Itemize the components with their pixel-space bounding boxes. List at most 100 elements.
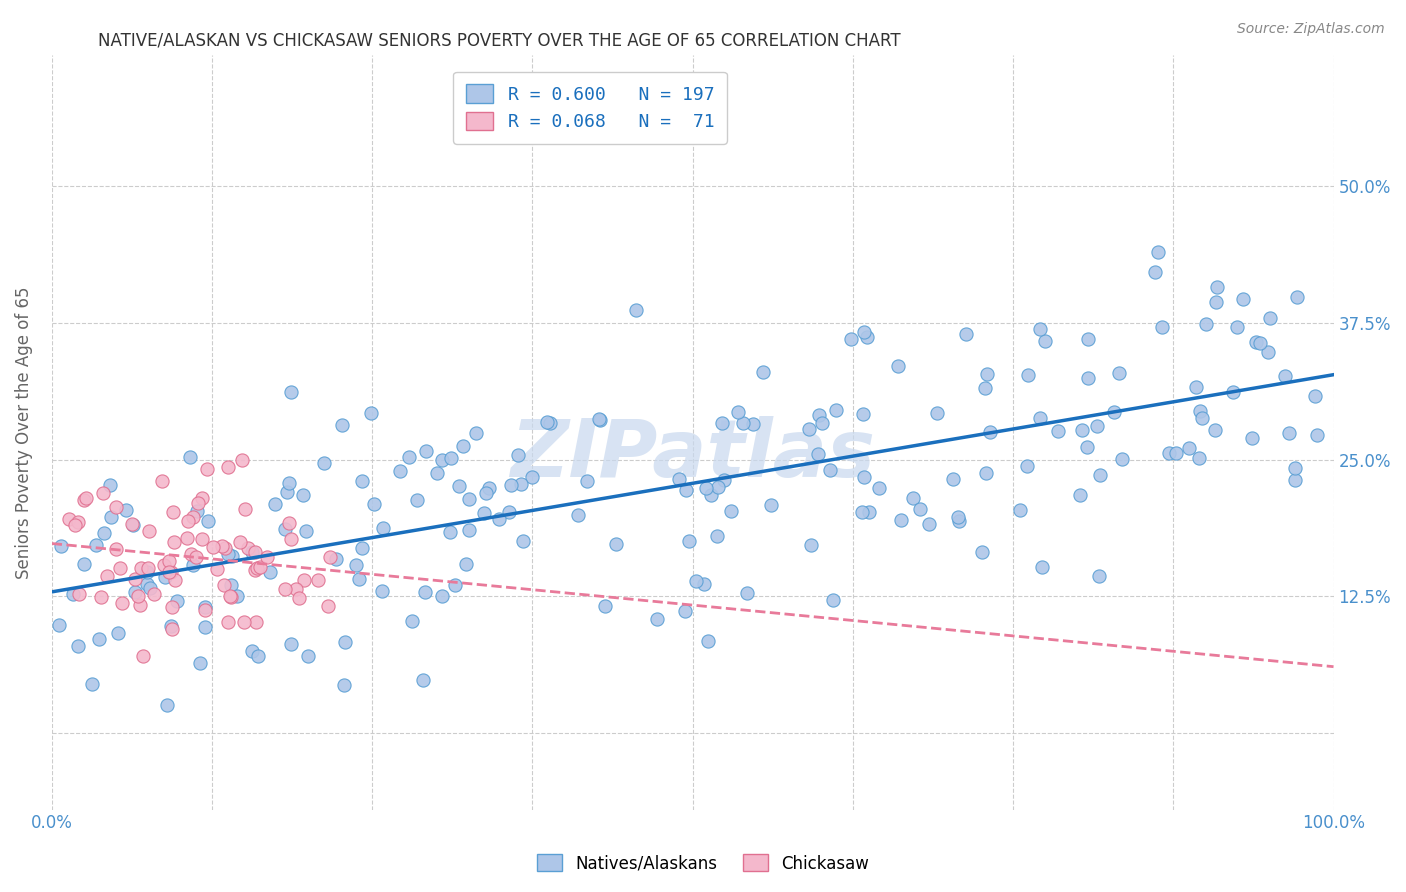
Point <box>440 451 463 466</box>
Point <box>979 425 1001 440</box>
Point <box>1274 368 1296 383</box>
Point <box>1029 322 1052 336</box>
Point <box>1305 427 1327 442</box>
Point <box>474 506 496 520</box>
Point <box>501 477 523 491</box>
Point <box>1143 265 1166 279</box>
Point <box>1047 424 1070 438</box>
Point <box>214 541 236 556</box>
Point <box>506 448 529 462</box>
Point <box>413 585 436 599</box>
Point <box>115 503 138 517</box>
Point <box>412 673 434 687</box>
Point <box>1206 280 1229 294</box>
Point <box>218 589 240 603</box>
Point <box>180 547 202 561</box>
Point <box>165 573 187 587</box>
Point <box>278 516 301 531</box>
Point <box>176 532 198 546</box>
Point <box>1015 459 1038 474</box>
Point <box>139 581 162 595</box>
Point <box>823 593 845 607</box>
Point <box>181 558 204 573</box>
Point <box>398 450 420 465</box>
Point <box>498 505 520 519</box>
Point <box>415 444 437 458</box>
Point <box>1184 380 1206 394</box>
Point <box>1088 569 1111 583</box>
Point <box>626 302 648 317</box>
Point <box>194 599 217 614</box>
Point <box>1150 320 1173 334</box>
Point <box>710 417 733 431</box>
Point <box>217 459 239 474</box>
Point <box>122 517 145 532</box>
Point <box>1010 503 1032 517</box>
Point <box>318 549 340 564</box>
Point <box>96 569 118 583</box>
Point <box>48 617 70 632</box>
Point <box>678 533 700 548</box>
Point <box>160 600 183 615</box>
Point <box>202 540 225 554</box>
Point <box>246 561 269 575</box>
Point <box>1085 418 1108 433</box>
Point <box>307 574 329 588</box>
Point <box>692 577 714 591</box>
Point <box>567 508 589 522</box>
Point <box>1226 320 1249 334</box>
Point <box>232 615 254 629</box>
Point <box>280 384 302 399</box>
Point <box>195 461 218 475</box>
Point <box>150 474 173 488</box>
Point <box>595 599 617 614</box>
Point <box>49 539 72 553</box>
Point <box>741 417 763 431</box>
Point <box>808 408 831 422</box>
Point <box>105 541 128 556</box>
Point <box>1286 289 1309 303</box>
Point <box>910 502 932 516</box>
Point <box>211 539 233 553</box>
Point <box>135 566 157 580</box>
Point <box>697 634 720 648</box>
Point <box>974 381 997 395</box>
Point <box>104 500 127 514</box>
Point <box>1108 366 1130 380</box>
Point <box>886 359 908 374</box>
Point <box>350 541 373 555</box>
Point <box>1191 411 1213 425</box>
Point <box>276 485 298 500</box>
Point <box>160 622 183 636</box>
Point <box>160 619 183 633</box>
Point <box>274 582 297 597</box>
Point <box>333 678 356 692</box>
Point <box>350 474 373 488</box>
Point <box>212 578 235 592</box>
Point <box>974 466 997 480</box>
Point <box>955 326 977 341</box>
Point <box>63 518 86 533</box>
Point <box>1166 446 1188 460</box>
Point <box>217 615 239 630</box>
Point <box>142 586 165 600</box>
Point <box>1205 295 1227 310</box>
Point <box>98 478 121 492</box>
Point <box>457 523 479 537</box>
Point <box>363 497 385 511</box>
Point <box>160 565 183 579</box>
Point <box>426 466 449 480</box>
Point <box>153 570 176 584</box>
Point <box>233 502 256 516</box>
Point <box>668 472 690 486</box>
Point <box>1069 488 1091 502</box>
Point <box>852 470 875 484</box>
Point <box>856 329 879 343</box>
Point <box>454 557 477 571</box>
Point <box>240 644 263 658</box>
Point <box>976 368 998 382</box>
Point <box>695 481 717 495</box>
Point <box>111 597 134 611</box>
Point <box>162 505 184 519</box>
Point <box>66 515 89 529</box>
